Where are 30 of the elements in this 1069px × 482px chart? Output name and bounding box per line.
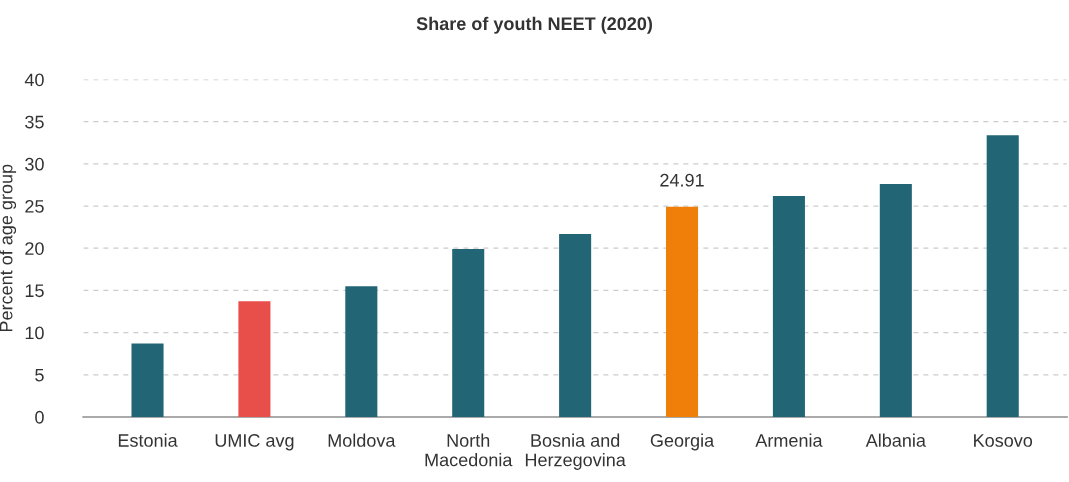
bar [452,249,485,417]
y-tick-label: 35 [25,115,44,129]
bar [879,184,912,417]
y-tick-label: 25 [25,199,44,213]
bar [665,206,699,417]
x-tick-label: Albania [865,433,926,447]
bar [345,286,378,417]
x-tick-label: Kosovo [974,434,1033,447]
x-tick-label: North Macedonia [425,433,513,467]
x-tick-label: Bosnia and Herzegovina [525,433,626,470]
y-tick-label: 20 [25,242,44,255]
y-tick-label: 5 [35,368,44,382]
y-tick-label: 40 [24,73,44,87]
x-tick-label: Armenia [755,433,823,447]
y-axis-title: Percent of age group [0,164,17,332]
x-tick-label: UMIC avg [215,434,294,451]
bar [986,135,1019,417]
chart-title: Share of youth NEET (2020) [416,16,652,34]
bar [131,343,164,417]
y-tick-label: 0 [35,410,44,424]
x-tick-label: Estonia [118,433,178,447]
x-tick-label: Georgia [650,433,715,451]
y-tick-label: 30 [25,157,44,171]
y-tick-label: 10 [25,326,44,340]
y-tick-label: 15 [25,284,44,298]
x-tick-label: Moldova [328,433,396,447]
data-label: 24.91 [660,173,704,187]
bar [559,233,592,417]
bar [772,195,805,417]
bar [238,301,271,417]
